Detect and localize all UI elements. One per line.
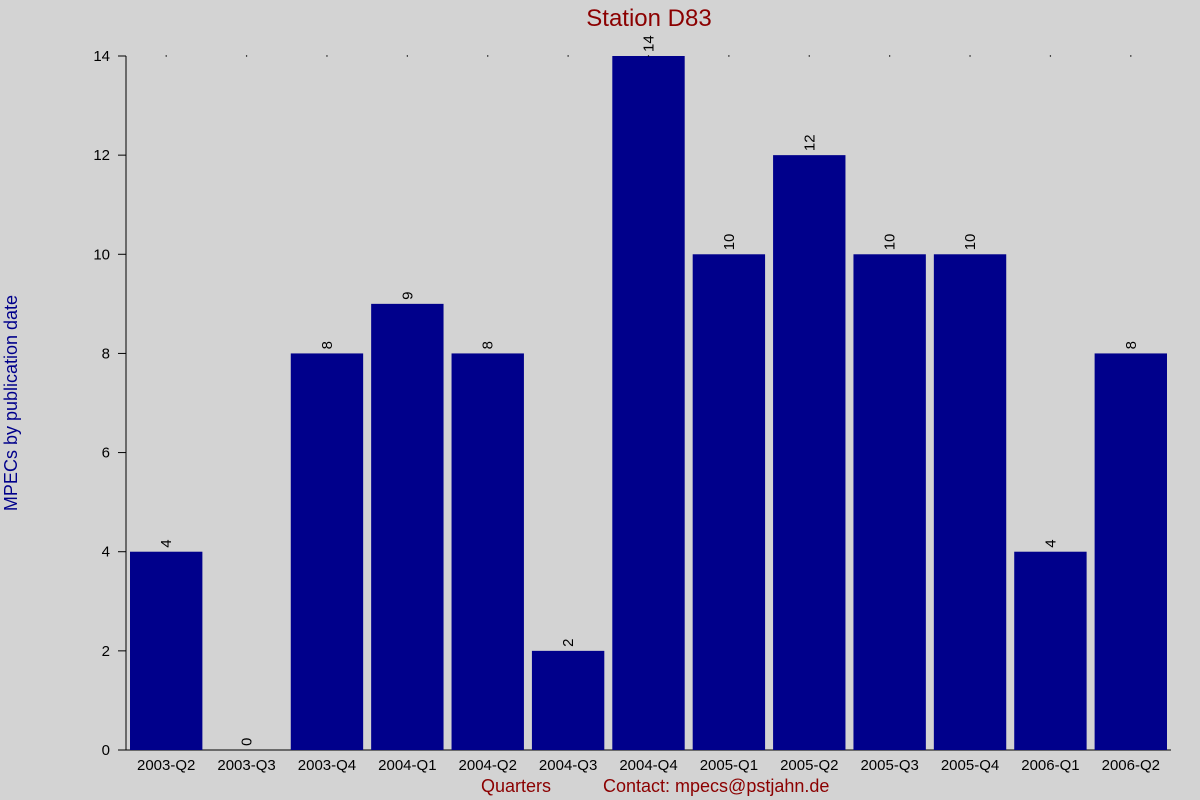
value-label: 4 (158, 539, 175, 547)
top-marker-dot (326, 55, 328, 57)
y-axis-label: MPECs by publication date (1, 295, 21, 511)
top-marker-dot (1130, 55, 1132, 57)
value-label: 12 (801, 134, 818, 151)
x-tick-label: 2004-Q4 (619, 757, 677, 774)
x-tick-label: 2003-Q2 (137, 757, 195, 774)
bar (933, 254, 1007, 751)
y-tick-label: 8 (102, 345, 110, 362)
value-label: 9 (399, 292, 416, 300)
value-label: 4 (1042, 539, 1059, 547)
top-marker-dot (1049, 55, 1052, 57)
x-tick-label: 2005-Q3 (860, 757, 918, 774)
value-label: 10 (721, 234, 738, 251)
top-marker-dot (728, 55, 730, 57)
bar (1094, 353, 1167, 750)
bar (531, 650, 605, 750)
bar (451, 353, 524, 750)
y-tick-label: 4 (102, 544, 110, 561)
top-marker-dot (406, 55, 409, 57)
x-tick-label: 2004-Q3 (539, 757, 597, 774)
y-tick-label: 0 (102, 742, 110, 759)
value-label: 10 (962, 234, 979, 251)
bar (130, 551, 203, 750)
top-marker-dot (888, 55, 891, 57)
top-marker-dot (647, 55, 650, 57)
x-axis-label: Quarters (481, 776, 551, 796)
top-marker-dot (165, 55, 167, 57)
top-marker-dot (487, 55, 489, 57)
top-marker-dot (969, 55, 971, 57)
top-marker-dot (245, 55, 248, 57)
x-tick-label: 2006-Q2 (1102, 757, 1160, 774)
bar (853, 254, 926, 751)
plot-area: 0 2 4 6 8 10 12 14 4 2003-Q2 0 2003-Q3 8 2003-Q4 9 2004… (93, 35, 1171, 774)
y-tick-label: 2 (102, 643, 110, 660)
value-label: 14 (641, 35, 658, 52)
bar (692, 254, 766, 751)
top-marker-dot (808, 55, 810, 57)
y-tick-label: 6 (102, 445, 110, 462)
x-tick-label: 2003-Q3 (217, 757, 275, 774)
x-tick-label: 2005-Q2 (780, 757, 838, 774)
value-label: 8 (1123, 341, 1140, 349)
x-tick-label: 2005-Q4 (941, 757, 999, 774)
bar (773, 155, 846, 751)
value-label: 0 (239, 738, 256, 746)
contact-text: Contact: mpecs@pstjahn.de (603, 776, 829, 796)
y-tick-label: 12 (93, 147, 110, 164)
bar (371, 303, 444, 750)
y-tick-label: 14 (93, 48, 110, 65)
bar (290, 353, 364, 750)
chart-title: Station D83 (586, 5, 711, 32)
bar (612, 56, 685, 750)
value-label: 2 (560, 639, 577, 647)
x-tick-label: 2003-Q4 (298, 757, 356, 774)
value-label: 8 (480, 341, 497, 349)
x-tick-label: 2005-Q1 (700, 757, 758, 774)
x-tick-label: 2006-Q1 (1021, 757, 1079, 774)
y-tick-label: 10 (93, 246, 110, 263)
x-tick-label: 2004-Q1 (378, 757, 436, 774)
value-label: 8 (319, 341, 336, 349)
top-marker-dot (567, 55, 569, 57)
bar (1014, 551, 1087, 750)
value-label: 10 (882, 234, 899, 251)
x-tick-label: 2004-Q2 (459, 757, 517, 774)
